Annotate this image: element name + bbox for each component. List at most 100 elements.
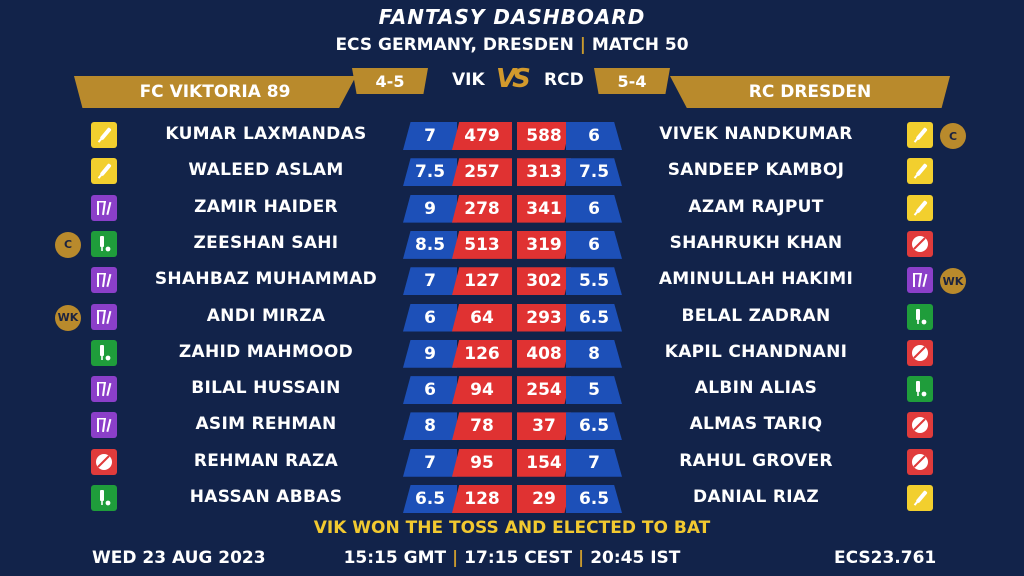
player-name: SANDEEP KAMBOJ xyxy=(667,160,845,181)
wicketkeeper-icon xyxy=(91,303,117,330)
player-credit: 6 xyxy=(566,194,622,223)
player-credit: 6.5 xyxy=(403,485,457,513)
player-credit: 6.5 xyxy=(566,303,622,332)
player-row: WK ANDI MIRZA 6 64 293 6.5 BELAL ZADRAN xyxy=(0,300,1024,336)
player-name: ALBIN ALIAS xyxy=(694,378,818,399)
player-points: 127 xyxy=(452,267,512,296)
time-gmt: 15:15 GMT xyxy=(343,548,447,568)
wicketkeeper-badge: WK xyxy=(55,304,81,331)
player-points: 154 xyxy=(517,448,571,477)
player-name: SHAHBAZ MUHAMMAD xyxy=(154,269,378,290)
dashboard-title: FANTASY DASHBOARD xyxy=(378,5,646,29)
ball-icon xyxy=(91,448,117,475)
player-credit: 7 xyxy=(566,448,622,477)
player-name: ZAHID MAHMOOD xyxy=(178,341,354,362)
player-row: ASIM REHMAN 8 78 37 6.5 ALMAS TARIQ xyxy=(0,408,1024,444)
player-name: AMINULLAH HAKIMI xyxy=(658,269,854,290)
player-row: ZAMIR HAIDER 9 278 341 6 AZAM RAJPUT xyxy=(0,191,1024,227)
player-points: 257 xyxy=(452,158,512,187)
bat-icon xyxy=(907,122,933,148)
player-points: 341 xyxy=(517,194,571,223)
allrounder-icon xyxy=(907,303,933,330)
player-points: 513 xyxy=(452,230,512,259)
match-times: 15:15 GMT | 17:15 CEST | 20:45 IST xyxy=(0,548,1024,568)
player-credit: 7.5 xyxy=(566,158,622,187)
player-points: 293 xyxy=(517,303,571,332)
player-name: REHMAN RAZA xyxy=(193,450,339,471)
player-name: ZAMIR HAIDER xyxy=(194,196,338,217)
vs-icon: VS xyxy=(496,64,531,94)
allrounder-icon xyxy=(91,339,117,366)
player-points: 29 xyxy=(517,485,571,513)
player-credit: 7 xyxy=(403,267,457,296)
wicketkeeper-icon xyxy=(91,267,117,294)
player-row: ZAHID MAHMOOD 9 126 408 8 KAPIL CHANDNANI xyxy=(0,336,1024,372)
wicketkeeper-badge: WK xyxy=(940,268,966,295)
player-points: 64 xyxy=(452,303,512,332)
wicketkeeper-icon xyxy=(91,194,117,221)
player-name: RAHUL GROVER xyxy=(679,450,833,471)
captain-badge: C xyxy=(940,123,966,149)
player-points: 94 xyxy=(452,376,512,405)
player-credit: 6 xyxy=(403,376,457,405)
ball-icon xyxy=(907,448,933,475)
time-cest: 17:15 CEST xyxy=(464,548,573,568)
right-team-banner: RC DRESDEN xyxy=(670,76,950,108)
time-separator: | xyxy=(578,548,585,568)
player-name: SHAHRUKH KHAN xyxy=(669,232,843,253)
player-name: HASSAN ABBAS xyxy=(189,487,343,507)
player-credit: 9 xyxy=(403,194,457,223)
player-name: AZAM RAJPUT xyxy=(688,196,824,217)
player-points: 319 xyxy=(517,230,571,259)
ball-icon xyxy=(907,339,933,366)
player-row: REHMAN RAZA 7 95 154 7 RAHUL GROVER xyxy=(0,445,1024,481)
time-separator: | xyxy=(452,548,459,568)
player-credit: 9 xyxy=(403,339,457,368)
player-row: SHAHBAZ MUHAMMAD 7 127 302 5.5 AMINULLAH HAKI… xyxy=(0,263,1024,299)
player-points: 313 xyxy=(517,158,571,187)
player-points: 254 xyxy=(517,376,571,405)
player-credit: 6.5 xyxy=(566,485,622,513)
player-points: 278 xyxy=(452,194,512,223)
player-credit: 7.5 xyxy=(403,158,457,187)
player-credit: 6 xyxy=(566,230,622,259)
player-credit: 6 xyxy=(566,122,622,150)
left-team-banner: FC VIKTORIA 89 xyxy=(74,76,356,108)
bat-icon xyxy=(91,122,117,148)
player-credit: 7 xyxy=(403,448,457,477)
player-name: KAPIL CHANDNANI xyxy=(664,341,848,362)
match-subtitle: ECS GERMANY, DRESDEN | MATCH 50 xyxy=(0,35,1024,55)
left-team-abbr: VIK xyxy=(452,70,485,90)
left-team-score: 4-5 xyxy=(352,68,428,94)
player-credit: 5.5 xyxy=(566,267,622,296)
player-row: HASSAN ABBAS 6.5 128 29 6.5 DANIAL RIAZ xyxy=(0,481,1024,517)
player-name: KUMAR LAXMANDAS xyxy=(165,124,367,144)
player-points: 302 xyxy=(517,267,571,296)
player-credit: 7 xyxy=(403,122,457,150)
player-credit: 6 xyxy=(403,303,457,332)
wicketkeeper-icon xyxy=(91,376,117,403)
league-name: ECS GERMANY, DRESDEN xyxy=(335,35,574,55)
player-name: BILAL HUSSAIN xyxy=(191,378,341,399)
player-points: 128 xyxy=(452,485,512,513)
subtitle-separator: | xyxy=(579,35,586,55)
player-points: 588 xyxy=(517,122,571,150)
ball-icon xyxy=(907,230,933,257)
bat-icon xyxy=(91,158,117,185)
ball-icon xyxy=(907,412,933,439)
player-name: DANIAL RIAZ xyxy=(693,487,819,507)
player-points: 37 xyxy=(517,412,571,441)
right-team-score: 5-4 xyxy=(594,68,670,94)
player-row: BILAL HUSSAIN 6 94 254 5 ALBIN ALIAS xyxy=(0,372,1024,408)
bat-icon xyxy=(907,158,933,185)
toss-result: VIK WON THE TOSS AND ELECTED TO BAT xyxy=(313,518,711,538)
player-points: 408 xyxy=(517,339,571,368)
bat-icon xyxy=(907,194,933,221)
player-credit: 8 xyxy=(403,412,457,441)
player-credit: 8 xyxy=(566,339,622,368)
player-name: BELAL ZADRAN xyxy=(681,305,831,326)
player-name: WALEED ASLAM xyxy=(188,160,344,181)
player-name: ALMAS TARIQ xyxy=(689,414,823,435)
match-id: ECS23.761 xyxy=(834,548,937,568)
right-team-abbr: RCD xyxy=(544,70,584,90)
